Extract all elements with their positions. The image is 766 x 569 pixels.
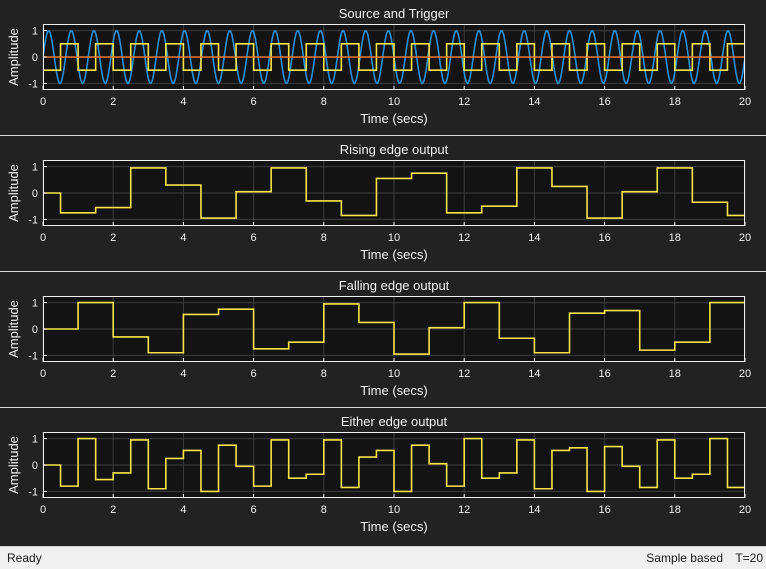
y-tick-label: -1 xyxy=(28,350,38,362)
x-tick-label: 8 xyxy=(321,368,327,380)
status-time-text: T=20 xyxy=(735,551,763,565)
x-tick-label: 20 xyxy=(739,504,751,516)
x-tick-label: 0 xyxy=(40,96,46,108)
axes-title: Either edge output xyxy=(341,414,448,429)
x-tick-label: 2 xyxy=(110,232,116,244)
status-ready-text: Ready xyxy=(7,551,42,565)
x-tick-label: 16 xyxy=(598,504,610,516)
series-group xyxy=(43,301,745,355)
series-line-yellow xyxy=(43,43,745,71)
x-tick-label: 12 xyxy=(458,232,470,244)
y-tick-label: 1 xyxy=(32,26,38,38)
x-tick-label: 16 xyxy=(598,96,610,108)
x-tick-label: 6 xyxy=(251,504,257,516)
x-tick-label: 4 xyxy=(180,96,186,108)
y-axis-label: Amplitude xyxy=(6,28,21,86)
x-axis-label: Time (secs) xyxy=(360,247,427,262)
series-line-yellow xyxy=(43,167,745,219)
x-tick-label: 12 xyxy=(458,96,470,108)
y-axis-label: Amplitude xyxy=(6,436,21,494)
x-tick-label: 12 xyxy=(458,368,470,380)
x-tick-label: 10 xyxy=(388,232,400,244)
x-tick-label: 20 xyxy=(739,368,751,380)
x-tick-label: 4 xyxy=(180,368,186,380)
x-tick-label: 14 xyxy=(528,504,540,516)
y-axis-label: Amplitude xyxy=(6,300,21,358)
x-tick-label: 8 xyxy=(321,232,327,244)
x-tick-label: 20 xyxy=(739,96,751,108)
x-axis-label: Time (secs) xyxy=(360,111,427,126)
y-tick-label: -1 xyxy=(28,78,38,90)
axes-title: Falling edge output xyxy=(339,278,450,293)
x-tick-label: 18 xyxy=(669,232,681,244)
x-tick-label: 0 xyxy=(40,232,46,244)
y-tick-label: -1 xyxy=(28,214,38,226)
series-line-yellow xyxy=(43,301,745,355)
x-tick-label: 10 xyxy=(388,368,400,380)
x-axis-label: Time (secs) xyxy=(360,519,427,534)
x-tick-label: 18 xyxy=(669,368,681,380)
x-tick-label: 4 xyxy=(180,504,186,516)
x-axis-label: Time (secs) xyxy=(360,383,427,398)
x-tick-label: 6 xyxy=(251,96,257,108)
x-tick-label: 16 xyxy=(598,368,610,380)
x-tick-label: 8 xyxy=(321,96,327,108)
y-tick-label: 1 xyxy=(32,162,38,174)
y-tick-label: 0 xyxy=(32,324,38,336)
x-tick-label: 4 xyxy=(180,232,186,244)
series-group xyxy=(43,167,745,219)
y-tick-label: 0 xyxy=(32,52,38,64)
x-tick-label: 2 xyxy=(110,96,116,108)
x-tick-label: 2 xyxy=(110,504,116,516)
x-tick-label: 12 xyxy=(458,504,470,516)
y-tick-label: -1 xyxy=(28,486,38,498)
y-axis-label: Amplitude xyxy=(6,164,21,222)
axes-title: Rising edge output xyxy=(340,142,449,157)
y-tick-label: 0 xyxy=(32,188,38,200)
y-tick-label: 0 xyxy=(32,460,38,472)
x-tick-label: 16 xyxy=(598,232,610,244)
x-tick-label: 8 xyxy=(321,504,327,516)
series-group xyxy=(43,29,745,85)
x-tick-label: 18 xyxy=(669,96,681,108)
x-tick-label: 6 xyxy=(251,232,257,244)
x-tick-label: 14 xyxy=(528,232,540,244)
x-tick-label: 10 xyxy=(388,504,400,516)
series-group xyxy=(43,437,745,493)
x-tick-label: 2 xyxy=(110,368,116,380)
series-line-yellow xyxy=(43,437,745,493)
x-tick-label: 10 xyxy=(388,96,400,108)
y-tick-label: 1 xyxy=(32,434,38,446)
x-tick-label: 14 xyxy=(528,96,540,108)
y-tick-label: 1 xyxy=(32,298,38,310)
axes-title: Source and Trigger xyxy=(339,6,450,21)
x-tick-label: 6 xyxy=(251,368,257,380)
x-tick-label: 0 xyxy=(40,368,46,380)
x-tick-label: 18 xyxy=(669,504,681,516)
x-tick-label: 20 xyxy=(739,232,751,244)
x-tick-label: 14 xyxy=(528,368,540,380)
x-tick-label: 0 xyxy=(40,504,46,516)
status-bar: Ready Sample based T=20 xyxy=(0,546,766,569)
status-mode-text: Sample based xyxy=(646,551,723,565)
